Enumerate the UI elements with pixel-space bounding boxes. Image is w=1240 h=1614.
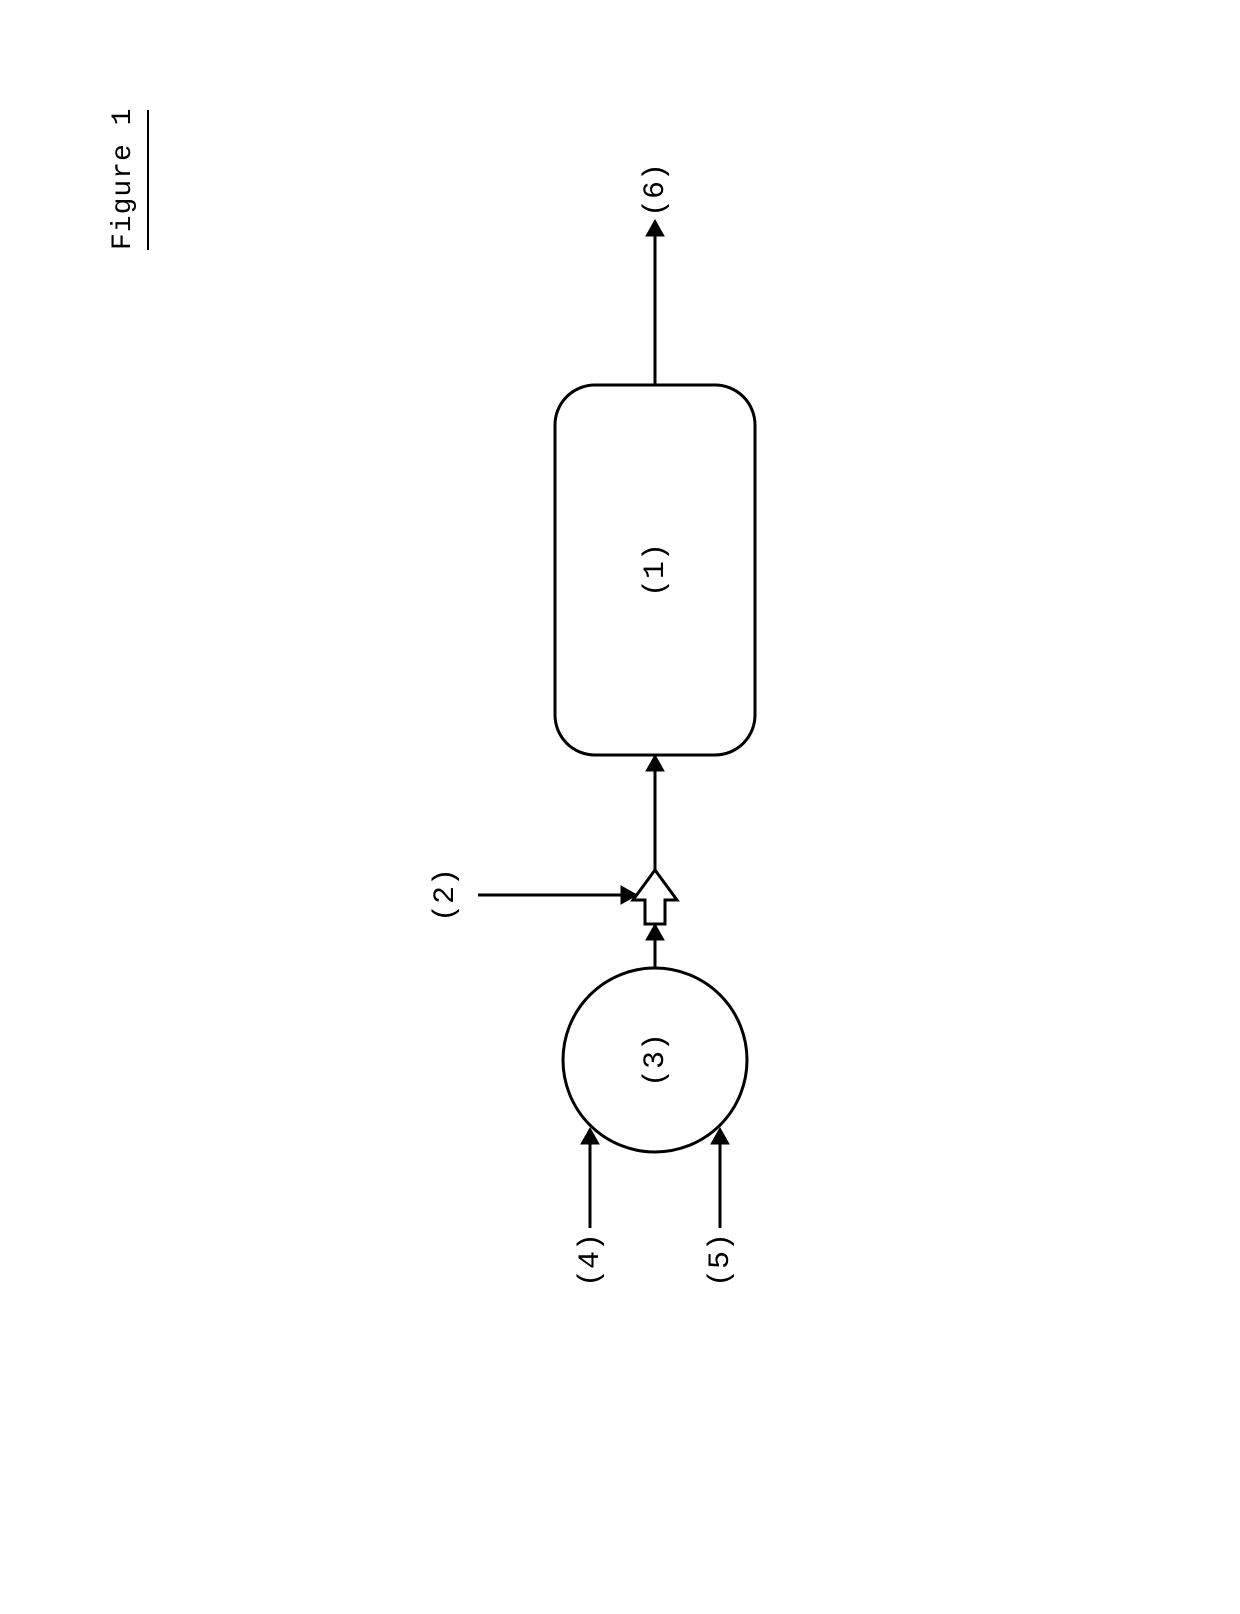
figure-title: Figure 1 — [108, 108, 139, 250]
node-label-reactor: (1) — [639, 543, 673, 597]
label-group-l5: (5) — [704, 1233, 738, 1287]
label-l2: (2) — [429, 868, 463, 922]
label-group-l4: (4) — [574, 1233, 608, 1287]
label-l4: (4) — [574, 1233, 608, 1287]
node-label-group-reactor: (1) — [639, 543, 673, 597]
node-label-mixer: (3) — [639, 1033, 673, 1087]
label-l6: (6) — [639, 163, 673, 217]
node-label-group-mixer: (3) — [639, 1033, 673, 1087]
label-group-l6: (6) — [639, 163, 673, 217]
label-l5: (5) — [704, 1233, 738, 1287]
label-group-l2: (2) — [429, 868, 463, 922]
canvas-background — [0, 0, 1240, 1614]
